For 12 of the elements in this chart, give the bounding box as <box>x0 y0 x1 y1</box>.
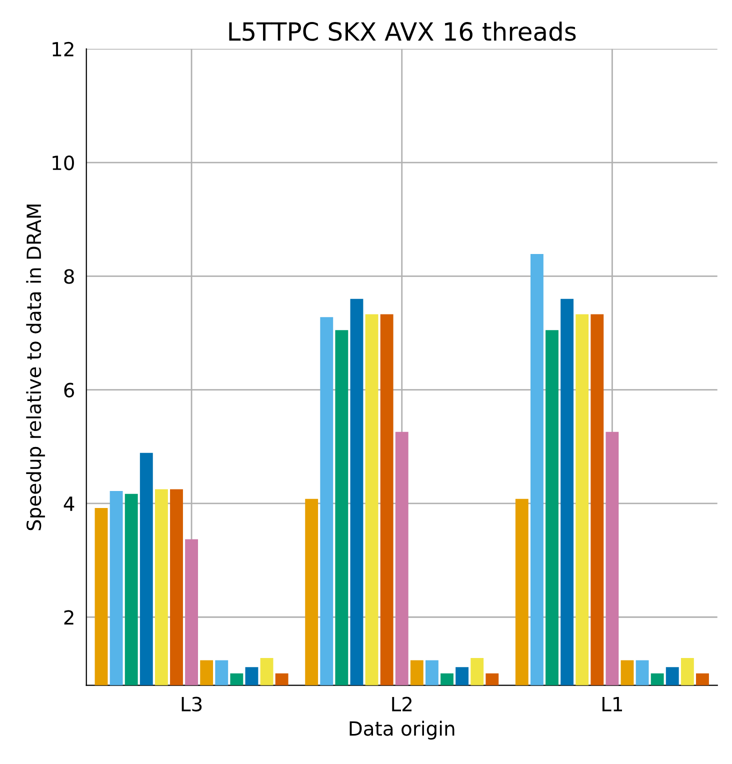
y-tick-label: 12 <box>52 42 74 56</box>
x-tick-label: L2 <box>392 696 412 712</box>
y-tick-label: 6 <box>64 382 74 398</box>
x-axis-title: Data origin <box>350 720 454 740</box>
y-axis-title: Speedup relative to data in DRAM <box>26 204 45 530</box>
x-tick-label: L3 <box>182 696 202 712</box>
chart-title: L5TTPC SKX AVX 16 threads <box>229 22 576 41</box>
y-tick-label: 10 <box>52 155 74 170</box>
y-tick-label: 2 <box>64 610 74 625</box>
y-tick-label: 4 <box>64 496 74 511</box>
x-tick-label: L1 <box>602 697 622 712</box>
y-tick-label: 8 <box>64 269 74 284</box>
